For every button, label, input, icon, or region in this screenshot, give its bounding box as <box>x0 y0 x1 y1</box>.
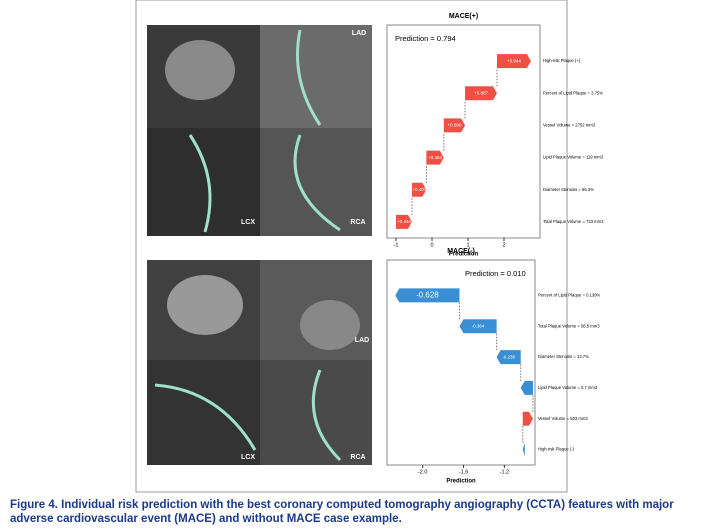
x-axis-label: Prediction <box>449 252 479 258</box>
value-label: +0.887 <box>474 90 488 95</box>
category-label: Diameter Stenosis = 65.3% <box>543 187 594 192</box>
value-label: -0.236 <box>502 354 515 359</box>
category-label: Lipid Plaque Volume = 119 mm3 <box>543 155 604 160</box>
waterfall-bar <box>396 214 412 229</box>
waterfall-bar <box>465 86 497 101</box>
prediction-annotation: Prediction = 0.794 <box>395 34 456 43</box>
waterfall-bar <box>522 411 533 426</box>
ct-image <box>147 360 260 465</box>
panel-label: LCX <box>241 219 255 226</box>
ct-images-top: LAD LCX RCA <box>147 25 372 236</box>
panel-label: LCX <box>241 454 255 461</box>
ct-image <box>260 128 372 236</box>
x-tick-label: -2.0 <box>418 469 427 475</box>
category-label: Percent of Lipid Plaque = 3.75% <box>543 90 603 95</box>
value-label: +0.944 <box>507 58 521 63</box>
panel-label: RCA <box>350 454 365 461</box>
category-label: Total Plaque Volume = 56.5 mm3 <box>538 323 600 328</box>
category-label: Vessel Volume = 2752 mm3 <box>543 123 596 128</box>
panel-label: LAD <box>352 30 366 37</box>
chart-title: MACE(+) <box>449 13 478 20</box>
figure-caption: Figure 4. Individual risk prediction wit… <box>10 499 674 525</box>
x-tick-label: -1 <box>394 242 399 248</box>
value-label: +0.590 <box>447 123 461 128</box>
prediction-annotation: Prediction = 0.010 <box>465 269 526 278</box>
heart-shape <box>167 275 243 335</box>
waterfall-bar <box>443 118 466 133</box>
x-tick-label: 0 <box>430 242 433 248</box>
waterfall-bar <box>426 150 444 165</box>
category-label: Vessel Volume = 503 mm3 <box>538 416 588 421</box>
panel-label: LAD <box>355 337 369 344</box>
vessel <box>311 369 342 462</box>
heart-shape <box>300 300 360 350</box>
vessel <box>293 134 341 232</box>
x-tick-label: 2 <box>502 242 505 248</box>
ct-image <box>260 360 372 465</box>
category-label: High-risk Plaque (+) <box>543 58 581 63</box>
category-label: Total Plaque Volume = 733 mm3 <box>543 219 604 224</box>
x-tick-label: -1.6 <box>459 469 468 475</box>
value-label: -0.364 <box>472 323 485 328</box>
vessel <box>154 383 257 451</box>
waterfall-bar <box>411 182 427 197</box>
waterfall-bar <box>496 54 531 69</box>
waterfall-bar <box>459 319 497 334</box>
category-label: Percent of Lipid Plaque = 0.139% <box>538 293 601 298</box>
value-label: +0.484 <box>428 155 442 160</box>
category-label: Lipid Plaque Volume = 0.7 mm3 <box>538 385 598 390</box>
heart-shape <box>165 40 235 100</box>
ct-image <box>260 25 372 128</box>
ct-images-bottom: LAD LCX RCA <box>147 260 372 465</box>
vessel <box>188 134 212 233</box>
x-tick-label: -1.2 <box>500 469 509 475</box>
x-axis-label: Prediction <box>446 479 476 485</box>
vessel <box>296 29 322 126</box>
category-label: High-risk Plaque (-) <box>538 447 575 452</box>
chart-title: MACE(-) <box>447 248 475 255</box>
waterfall-bar <box>496 350 521 365</box>
value-label: +0.444 <box>397 219 411 224</box>
panel-label: RCA <box>350 219 365 226</box>
x-tick-label: 1 <box>466 242 469 248</box>
waterfall-bar <box>395 288 460 303</box>
figure: LAD LCX RCA LAD LCX RCA MACE(+) Predictio… <box>135 0 604 493</box>
waterfall-bar <box>520 380 533 395</box>
value-label: +0.400 <box>412 187 426 192</box>
category-label: Diameter Stenosis = 13.7% <box>538 354 589 359</box>
waterfall-bar <box>522 442 525 457</box>
ct-image <box>147 128 260 236</box>
value-label: -0.628 <box>416 291 439 300</box>
